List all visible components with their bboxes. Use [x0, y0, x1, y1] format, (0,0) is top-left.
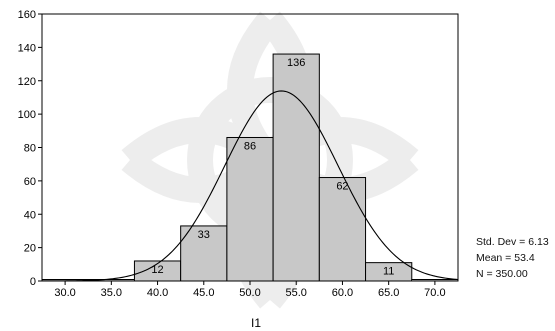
- bar-data-label: 33: [198, 229, 210, 241]
- histogram-bar: [318, 177, 367, 282]
- x-tick-label: 50.0: [239, 287, 260, 299]
- x-axis-title: I1: [251, 316, 261, 330]
- x-tick-label: 45.0: [193, 287, 214, 299]
- y-tick-label: 40: [24, 209, 36, 221]
- histogram-bar: [180, 225, 228, 282]
- y-tick-label: 80: [24, 143, 36, 155]
- x-tick-label: 60.0: [332, 287, 353, 299]
- stat-std-dev: Std. Dev = 6.13: [476, 236, 549, 248]
- bar-data-label: 11: [383, 266, 394, 278]
- y-tick-label: 0: [30, 276, 36, 288]
- normal-curve: [42, 90, 459, 282]
- histogram-bar: [272, 53, 320, 282]
- x-tick-label: 35.0: [101, 287, 122, 299]
- x-tick-label: 40.0: [147, 287, 168, 299]
- bar-data-label: 136: [287, 57, 305, 69]
- y-tick-label: 140: [18, 42, 36, 54]
- x-tick-label: 65.0: [378, 287, 399, 299]
- bar-data-label: 62: [336, 181, 348, 193]
- y-tick-label: 20: [24, 243, 36, 255]
- bar-data-label: 12: [151, 264, 163, 276]
- x-tick-label: 30.0: [54, 287, 75, 299]
- y-tick-label: 160: [18, 9, 36, 21]
- y-tick-label: 120: [18, 76, 36, 88]
- histogram-bar: [226, 136, 274, 282]
- y-tick-label: 60: [24, 176, 36, 188]
- stat-mean: Mean = 53.4: [476, 252, 535, 264]
- histogram-bar: [411, 279, 459, 282]
- bar-data-label: 86: [244, 140, 256, 152]
- y-tick-label: 100: [18, 109, 36, 121]
- x-tick-label: 70.0: [424, 287, 445, 299]
- stat-n: N = 350.00: [476, 268, 528, 280]
- x-tick-label: 55.0: [286, 287, 307, 299]
